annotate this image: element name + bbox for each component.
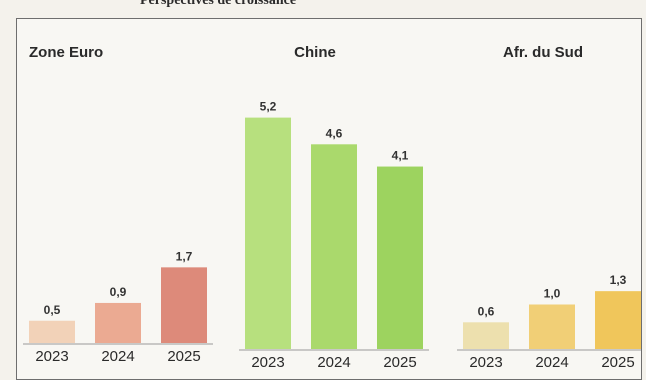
bar-2024 xyxy=(311,144,357,349)
panel-title: Chine xyxy=(294,44,336,61)
tick-label: 2024 xyxy=(535,354,568,371)
bar-2023 xyxy=(463,322,509,349)
data-label: 1,0 xyxy=(544,287,561,301)
data-label: 1,7 xyxy=(176,249,193,263)
tick-label: 2025 xyxy=(383,354,416,371)
growth-bar-charts: Zone Euro 0,5 2023 0,9 2024 1,7 2025 Chine 5,2 20… xyxy=(23,44,641,371)
data-label: 0,6 xyxy=(478,304,495,318)
tick-label: 2023 xyxy=(251,354,284,371)
data-label: 0,5 xyxy=(44,303,61,317)
data-label: 0,9 xyxy=(110,285,127,299)
bar-2023 xyxy=(245,117,291,349)
data-label: 4,1 xyxy=(392,149,409,163)
tick-label: 2023 xyxy=(469,354,502,371)
tick-label: 2023 xyxy=(35,348,68,365)
page-heading-fragment: Perspectives de croissance xyxy=(140,0,297,8)
chart-panel-2: Chine 5,2 2023 4,6 2024 4,1 2025 xyxy=(239,44,429,371)
panel-title: Afr. du Sud xyxy=(503,44,583,61)
panel-title: Zone Euro xyxy=(29,44,103,61)
chart-panel-3: Afr. du Sud 0,6 2023 1,0 2024 1,3 2025 xyxy=(457,44,641,371)
bar-2024 xyxy=(529,304,575,349)
chart-frame: Zone Euro 0,5 2023 0,9 2024 1,7 2025 Chine 5,2 20… xyxy=(16,18,642,380)
tick-label: 2025 xyxy=(601,354,634,371)
tick-label: 2025 xyxy=(167,348,200,365)
bar-2024 xyxy=(95,302,141,343)
data-label: 1,3 xyxy=(610,273,627,287)
data-label: 5,2 xyxy=(260,100,277,114)
bar-2023 xyxy=(29,320,75,343)
bar-2025 xyxy=(595,291,641,349)
data-label: 4,6 xyxy=(326,126,343,140)
bar-2025 xyxy=(377,166,423,349)
tick-label: 2024 xyxy=(317,354,350,371)
bar-2025 xyxy=(161,267,207,343)
chart-panel-1: Zone Euro 0,5 2023 0,9 2024 1,7 2025 xyxy=(23,44,213,365)
tick-label: 2024 xyxy=(101,348,134,365)
